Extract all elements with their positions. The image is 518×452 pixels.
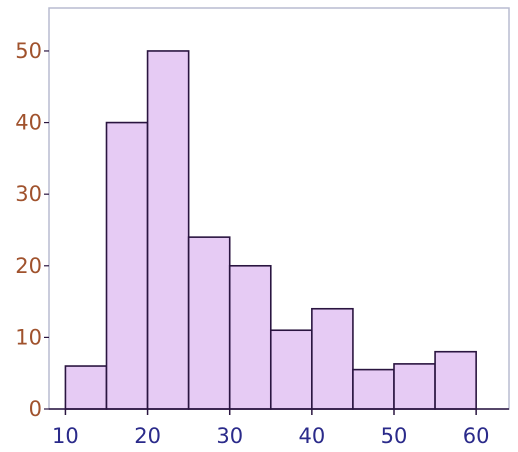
x-tick-label: 60 xyxy=(463,424,490,448)
histogram-bar-3 xyxy=(146,50,190,410)
bar-group xyxy=(64,50,477,410)
y-tick-label: 0 xyxy=(29,397,42,421)
x-tick-label: 40 xyxy=(298,424,325,448)
x-tick-label: 30 xyxy=(216,424,243,448)
y-tick-label: 20 xyxy=(15,254,42,278)
histogram-bar-10 xyxy=(434,350,477,410)
histogram-bar-1 xyxy=(64,365,108,410)
histogram-bar-9 xyxy=(393,363,436,410)
x-tick-label: 50 xyxy=(381,424,408,448)
histogram-bar-7 xyxy=(311,307,354,410)
x-axis-ticks: 10 20 30 40 50 60 xyxy=(52,409,490,448)
y-tick-label: 30 xyxy=(15,182,42,206)
histogram-bar-6 xyxy=(269,329,313,410)
y-tick-label: 40 xyxy=(15,111,42,135)
y-tick-label: 10 xyxy=(15,325,42,349)
x-tick-label: 10 xyxy=(52,424,79,448)
y-tick-label: 50 xyxy=(15,39,42,63)
histogram-bar-5 xyxy=(228,264,272,410)
histogram-bar-8 xyxy=(352,368,395,410)
y-axis-ticks: 0 10 20 30 40 50 xyxy=(15,39,49,421)
x-tick-label: 20 xyxy=(134,424,161,448)
histogram-bar-2 xyxy=(105,121,149,410)
histogram-bar-4 xyxy=(187,236,231,410)
